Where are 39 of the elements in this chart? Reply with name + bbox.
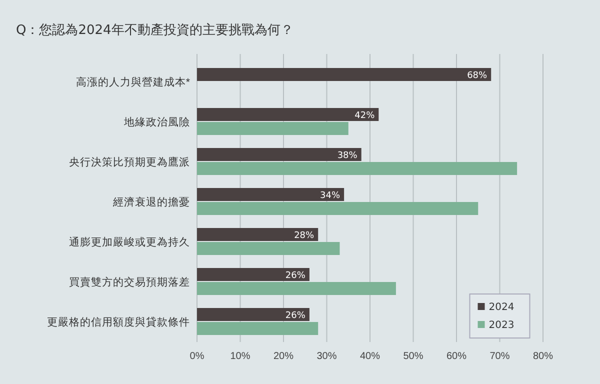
y-tick-label: 高漲的人力與營建成本* [76,75,190,88]
data-label: 26% [285,311,306,322]
data-label: 28% [294,231,315,242]
bar [197,108,379,121]
y-tick-label: 經濟衰退的擔憂 [112,195,190,208]
bar [197,122,348,135]
x-tick-label: 20% [273,351,294,362]
x-tick-label: 0% [190,351,204,362]
x-tick-label: 40% [360,351,380,362]
x-tick-label: 70% [490,351,510,362]
data-label: 68% [467,71,488,82]
y-tick-label: 地緣政治風險 [123,115,190,128]
x-tick-label: 50% [403,351,424,362]
x-tick-label: 30% [316,351,337,362]
bar [197,162,518,175]
data-label: 38% [337,151,358,162]
y-tick-label: 通膨更加嚴峻或更為持久 [69,235,190,248]
bar [197,148,362,161]
bar [197,268,310,281]
data-label: 26% [285,271,306,282]
bar [197,322,318,335]
legend-label: 2024 [488,302,514,313]
x-tick-label: 10% [230,351,250,362]
data-label: 34% [320,191,340,202]
bar [197,308,310,321]
x-tick-label: 60% [446,351,467,362]
y-tick-label: 買賣雙方的交易預期落差 [69,275,190,288]
bar [197,68,492,81]
x-tick-label: 80% [532,351,554,362]
bar [197,228,318,241]
bar [197,202,478,215]
y-tick-label: 央行決策比預期更為鷹派 [69,155,190,168]
data-label: 42% [354,111,376,122]
bar [197,282,396,295]
bar [197,188,344,201]
bar [197,242,340,255]
y-tick-label: 更嚴格的信用額度與貸款條件 [47,315,190,328]
legend-label: 2023 [488,320,514,331]
chart-title: Q：您認為2024年不動產投資的主要挑戰為何？ [16,22,294,38]
